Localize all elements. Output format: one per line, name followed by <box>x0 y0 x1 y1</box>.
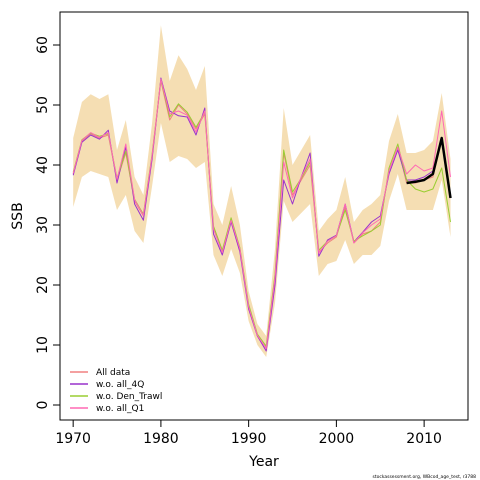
series-layer <box>72 77 452 352</box>
x-axis: 1970 1980 1990 2000 2010 <box>55 419 442 447</box>
series-line-w-o-den-trawl <box>72 79 451 347</box>
footnote: stockassessment.org, WBcod_age_test, r37… <box>372 474 476 480</box>
x-tick-label: 2010 <box>406 431 442 447</box>
y-tick-label: 10 <box>35 336 51 354</box>
legend: All data w.o. all_4Q w.o. Den_Trawl w.o. al… <box>70 368 162 414</box>
y-tick-label: 60 <box>35 36 51 54</box>
legend-label: w.o. Den_Trawl <box>96 392 162 402</box>
y-tick-label: 40 <box>35 156 51 174</box>
x-tick-label: 1980 <box>143 431 179 447</box>
y-tick-label: 20 <box>35 276 51 294</box>
y-tick-label: 50 <box>35 96 51 114</box>
y-axis: 0 10 20 30 40 50 60 <box>35 36 61 410</box>
confidence-band <box>73 25 451 357</box>
series-line-w-o-all-4q <box>72 77 451 352</box>
y-tick-label: 30 <box>35 216 51 234</box>
x-tick-label: 1970 <box>55 431 91 447</box>
series-line-all-data <box>72 80 451 349</box>
legend-label: w.o. all_4Q <box>96 380 144 390</box>
plot-frame <box>59 11 469 421</box>
series-line-highlight-4 <box>406 136 452 199</box>
series-line-w-o-all-q1 <box>72 78 451 350</box>
legend-label: w.o. all_Q1 <box>96 404 144 414</box>
confidence-band-layer <box>73 25 451 357</box>
y-axis-title: SSB <box>10 202 26 229</box>
legend-label: All data <box>96 368 130 378</box>
x-tick-label: 1990 <box>231 431 267 447</box>
y-tick-label: 0 <box>35 401 51 410</box>
x-tick-label: 2000 <box>319 431 355 447</box>
x-axis-title: Year <box>248 454 279 470</box>
